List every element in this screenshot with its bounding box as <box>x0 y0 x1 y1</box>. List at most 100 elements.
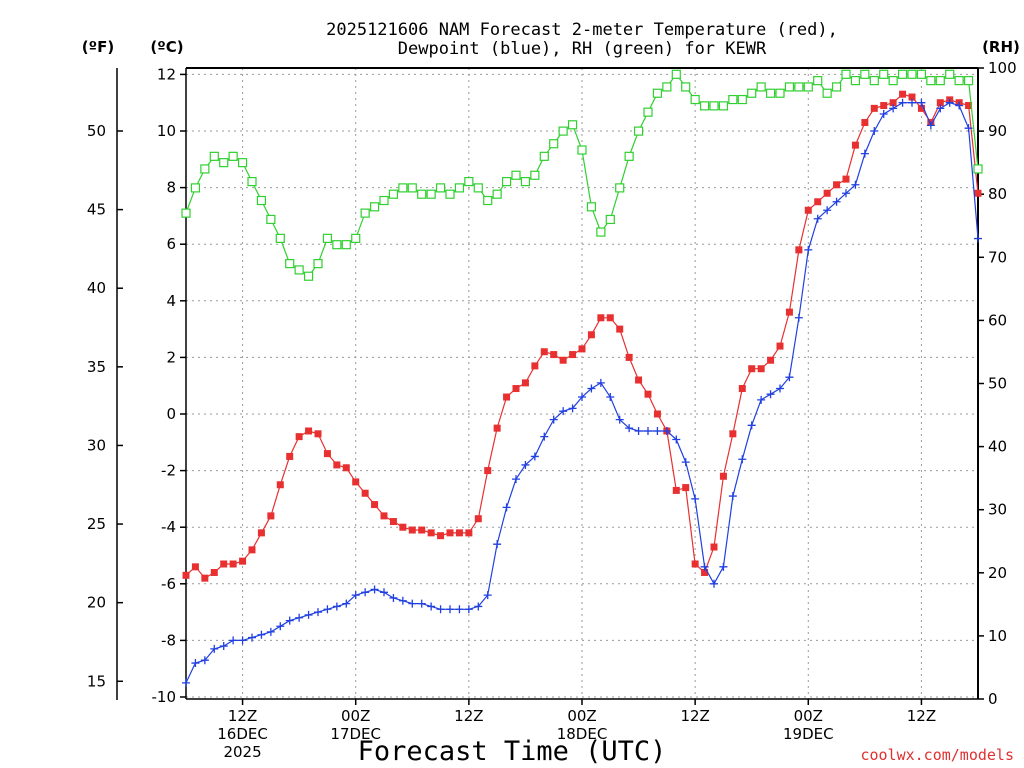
temperature-point <box>710 543 718 551</box>
rh-tick-label: 10 <box>988 627 1007 645</box>
temperature-point <box>833 181 841 189</box>
temperature-point <box>427 529 435 537</box>
dewpoint-point <box>889 104 898 113</box>
rh-point <box>219 158 229 168</box>
temperature-point <box>257 529 265 537</box>
rh-point <box>775 88 785 98</box>
dewpoint-point <box>898 98 907 107</box>
dewpoint-point <box>776 384 784 393</box>
rh-point <box>747 88 757 98</box>
dewpoint-point <box>794 313 803 322</box>
rh-point <box>369 202 380 212</box>
rh-point <box>454 183 465 193</box>
rh-point <box>850 76 861 86</box>
temperature-point <box>682 484 690 492</box>
temperature-point <box>408 526 416 534</box>
dewpoint-point <box>380 588 388 597</box>
dewpoint-point <box>823 206 832 215</box>
rh-point <box>897 69 908 79</box>
dewpoint-point <box>455 605 464 614</box>
temperature-point <box>248 546 256 554</box>
dewpoint-point <box>766 390 775 399</box>
dewpoint-point <box>370 585 379 594</box>
dewpoint-point <box>936 104 945 113</box>
temperature-point <box>220 560 228 568</box>
dewpoint-point <box>813 214 822 223</box>
dewpoint-point <box>474 602 483 611</box>
temperature-point <box>182 571 190 579</box>
rh-point <box>926 76 936 86</box>
temperature-point <box>767 356 775 364</box>
dewpoint-point <box>700 562 709 571</box>
x-tick-label: 12Z <box>680 707 709 725</box>
temperature-point <box>672 486 680 494</box>
temperature-point <box>371 501 379 509</box>
rh-tick-label: 60 <box>988 311 1007 329</box>
rh-point <box>181 208 191 218</box>
rh-point <box>907 69 917 79</box>
temperature-point <box>644 390 652 398</box>
dewpoint-point <box>483 591 492 600</box>
x-tick-label: 00Z <box>794 707 823 725</box>
dewpoint-point <box>596 378 605 387</box>
rh-point <box>935 76 945 86</box>
temperature-point <box>861 119 869 127</box>
temperature-point <box>521 379 529 387</box>
dewpoint-point <box>691 494 700 503</box>
fahrenheit-tick-label: 15 <box>87 672 106 690</box>
dewpoint-point <box>870 127 879 135</box>
dewpoint-point <box>578 393 586 402</box>
dewpoint-point <box>389 593 398 602</box>
rh-point <box>888 76 898 86</box>
temperature-point <box>870 104 878 112</box>
temperature-point <box>342 464 350 472</box>
rh-point <box>916 69 927 79</box>
rh-point <box>200 164 210 174</box>
rh-point <box>954 76 964 86</box>
dewpoint-point <box>219 642 228 651</box>
temperature-point <box>616 325 624 333</box>
dewpoint-point <box>351 591 360 600</box>
temperature-point <box>691 560 699 568</box>
rh-point <box>671 69 681 79</box>
dewpoint-point <box>210 644 219 653</box>
dewpoint-point <box>719 562 728 571</box>
rh-point <box>539 151 549 161</box>
rh-point <box>237 158 248 168</box>
rh-point <box>652 88 663 98</box>
dewpoint-point <box>248 633 256 642</box>
dewpoint-point <box>728 492 737 501</box>
dewpoint-point <box>804 245 813 254</box>
temperature-point <box>974 189 982 197</box>
celsius-tick-label: 10 <box>157 122 176 140</box>
temperature-point <box>748 365 756 373</box>
temperature-point <box>512 385 520 393</box>
temperature-point <box>701 568 709 576</box>
dewpoint-point <box>285 616 294 625</box>
temperature-point <box>814 198 822 206</box>
temperature-point <box>267 512 275 520</box>
temperature-point <box>276 481 284 489</box>
temperature-point <box>531 362 539 370</box>
rh-point <box>973 164 983 174</box>
rh-point <box>379 195 389 206</box>
rh-point <box>209 151 219 161</box>
fahrenheit-tick-label: 30 <box>87 436 106 454</box>
chart-subtitle: Dewpoint (blue), RH (green) for KEWR <box>398 39 767 59</box>
dewpoint-point <box>747 421 756 430</box>
dewpoint-point <box>200 656 209 665</box>
x-tick-label: 2025 <box>223 743 261 761</box>
temperature-point <box>899 90 907 98</box>
dewpoint-point <box>634 426 643 435</box>
dewpoint-point <box>493 540 502 549</box>
rh-point <box>831 82 842 92</box>
dewpoint-point <box>257 630 266 639</box>
temperature-point <box>295 433 303 441</box>
rh-point <box>643 107 653 117</box>
rh-tick-label: 80 <box>988 185 1007 203</box>
rh-tick-label: 30 <box>988 501 1007 519</box>
rh-point <box>426 189 436 199</box>
rh-point <box>699 101 710 111</box>
temperature-point <box>597 314 605 322</box>
temperature-point <box>239 557 247 565</box>
